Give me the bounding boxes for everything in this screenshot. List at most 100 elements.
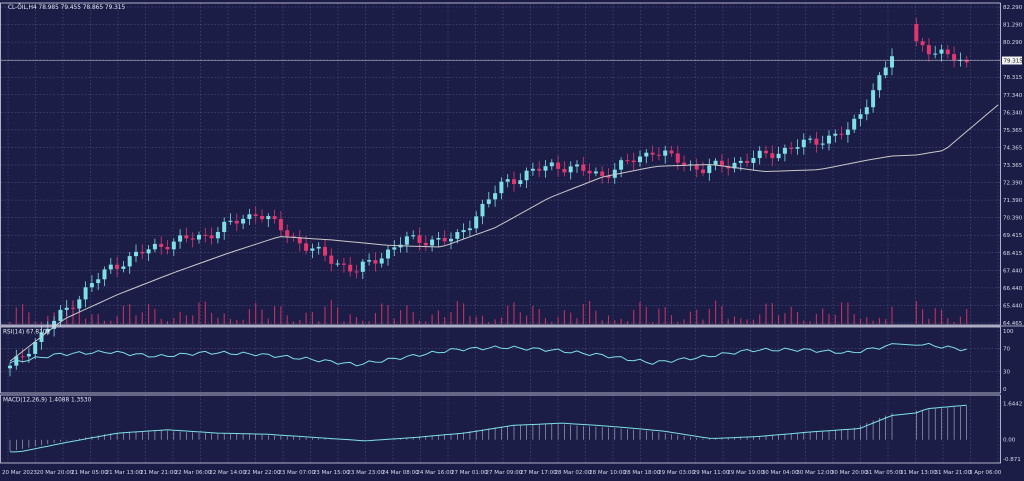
time-axis-label: 22 Mar 14:00 (209, 470, 246, 476)
candle-bear (165, 246, 170, 250)
candle-bear (291, 236, 296, 238)
macd-panel (9, 404, 968, 453)
candle-bull (241, 218, 246, 224)
time-axis-label: 3 Apr 06:00 (969, 470, 1002, 476)
candle-bull (64, 307, 69, 310)
candle-bear (606, 175, 611, 178)
candle-bull (939, 49, 944, 54)
rsi-line (9, 342, 967, 367)
time-axis-label: 21 Mar 05:00 (71, 470, 108, 476)
rsi-panel (9, 342, 967, 367)
candle-bear (701, 169, 705, 174)
time-axis-label: 29 Mar 11:00 (693, 470, 730, 476)
candle-bull (518, 180, 523, 184)
candle-bull (644, 152, 649, 157)
macd-signal-line (10, 404, 967, 453)
candle-bull (461, 230, 466, 233)
candle-bull (524, 170, 529, 181)
candle-bull (8, 365, 12, 369)
price-axis-label: 78.315 (1003, 75, 1023, 81)
candle-bull (833, 133, 838, 136)
price-axis-label: 75.365 (1003, 128, 1023, 134)
panel-frame (0, 394, 1001, 464)
candle-bear (926, 45, 931, 55)
panel-frame (0, 2, 1001, 326)
main-chart-header: CL-ŌIL,H4 78.985 79.455 78.865 79.315 (8, 4, 125, 11)
candle-bull (127, 256, 132, 267)
time-axis-label: 30 Mar 12:00 (796, 470, 833, 476)
candle-bull (877, 75, 882, 91)
macd-axis-label: 0.00 (1003, 438, 1016, 444)
panel-frames (0, 2, 1024, 464)
candle-bear (631, 160, 636, 163)
price-axis-label: 70.390 (1003, 216, 1023, 222)
candlesticks (8, 17, 969, 377)
candle-bear (442, 238, 447, 242)
candle-bear (297, 237, 302, 244)
candle-bull (83, 287, 88, 300)
candle-bull (102, 269, 107, 280)
time-axis-label: 30 Mar 04:00 (762, 470, 799, 476)
candle-bull (707, 165, 712, 174)
candle-bear (512, 179, 516, 184)
candle-bull (619, 160, 624, 170)
candle-bear (682, 162, 687, 166)
candle-bear (234, 220, 239, 224)
price-axis-label: 77.340 (1003, 93, 1023, 99)
time-axis-label: 29 Mar 19:00 (727, 470, 764, 476)
candle-bull (33, 341, 38, 354)
candle-bull (612, 169, 617, 178)
price-axis-label: 81.290 (1003, 23, 1023, 29)
current-price-tag (1002, 56, 1022, 65)
candle-bull (411, 235, 416, 237)
price-axis-label: 69.415 (1003, 233, 1023, 239)
candle-bull (486, 199, 491, 204)
candle-bull (455, 232, 460, 239)
ma-line (9, 104, 999, 362)
candle-bear (964, 59, 969, 63)
candle-bear (719, 160, 724, 167)
candle-bear (675, 153, 680, 163)
candle-bear (423, 242, 428, 246)
candle-bull (713, 160, 718, 166)
candle-bear (764, 150, 768, 154)
candle-bull (89, 283, 94, 288)
candle-bear (209, 235, 214, 239)
candle-bull (871, 90, 876, 108)
candle-bull (663, 150, 668, 156)
candle-bull (505, 179, 510, 182)
candle-bear (278, 219, 283, 231)
candle-bear (952, 54, 957, 61)
candle-bull (638, 156, 642, 163)
candle-bull (543, 166, 548, 171)
candle-bear (159, 243, 164, 247)
moving-average (1, 60, 1000, 362)
candle-bull (795, 147, 800, 149)
candle-bull (386, 249, 390, 259)
candle-bear (354, 271, 359, 273)
time-axis-label: 24 Mar 16:00 (416, 470, 453, 476)
price-axis-label: 65.440 (1003, 303, 1023, 309)
candle-bull (575, 164, 579, 167)
time-axis-label: 22 Mar 06:00 (175, 470, 212, 476)
grid (1, 3, 1000, 463)
candle-bear (71, 307, 75, 309)
macd-axis-label: -0.871 (1003, 457, 1021, 463)
time-axis-label: 30 Mar 20:00 (831, 470, 868, 476)
price-axis-label: 68.415 (1003, 251, 1023, 257)
candle-bull (549, 162, 554, 167)
candle-bull (568, 166, 573, 173)
candle-bear (417, 235, 422, 243)
candle-bull (530, 168, 535, 171)
candle-bull (864, 107, 869, 115)
candle-bear (341, 263, 346, 265)
candle-bull (449, 238, 453, 242)
candle-bull (108, 264, 113, 270)
candle-bear (184, 235, 189, 239)
candle-bull (360, 261, 365, 272)
candle-bull (45, 328, 50, 333)
candle-bear (285, 230, 290, 237)
price-axis-label: 73.365 (1003, 163, 1023, 169)
